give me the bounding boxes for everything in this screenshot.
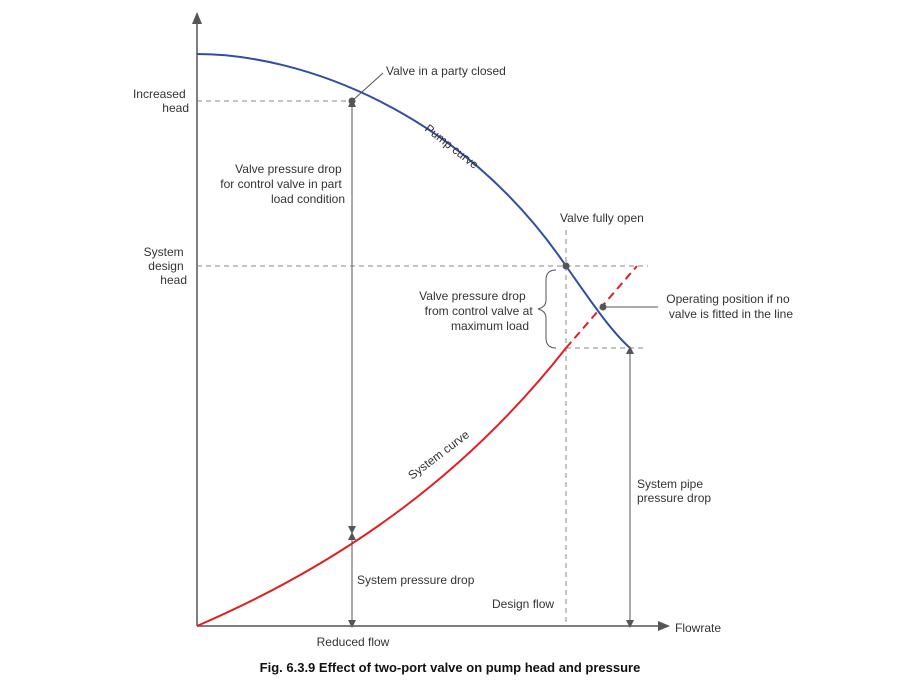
valve-drop-part-load-label: Valve pressure drop for control valve in… (220, 162, 345, 206)
pump-curve-label: Pump curve (422, 121, 481, 172)
valve-drop-max-load-label: Valve pressure drop from control valve a… (419, 289, 536, 333)
pump-curve (196, 53, 631, 349)
system-curve-label: System curve (405, 427, 472, 482)
valve-fully-open-point (562, 262, 570, 270)
operating-position-label: Operating position if no valve is fitted… (666, 292, 793, 321)
valve-partly-closed-point (348, 97, 356, 105)
x-axis-label: Flowrate (675, 621, 721, 635)
design-flow-label: Design flow (492, 597, 554, 611)
system-pressure-drop-label: System pressure drop (357, 573, 475, 587)
reduced-flow-label: Reduced flow (317, 635, 390, 649)
operating-position-point (599, 303, 607, 311)
valve-fully-open-label: Valve fully open (560, 211, 644, 225)
system-pipe-pressure-drop-label: System pipe pressure drop (637, 477, 711, 505)
valve-partly-closed-label: Valve in a party closed (386, 64, 506, 78)
valve-partly-closed-leader (351, 72, 384, 102)
system-design-head-label: System design head (144, 245, 187, 287)
figure-caption: Fig. 6.3.9 Effect of two-port valve on p… (260, 660, 641, 675)
system-curve (196, 347, 567, 627)
max-load-brace (537, 269, 557, 349)
increased-head-label: Increased head (133, 87, 189, 115)
